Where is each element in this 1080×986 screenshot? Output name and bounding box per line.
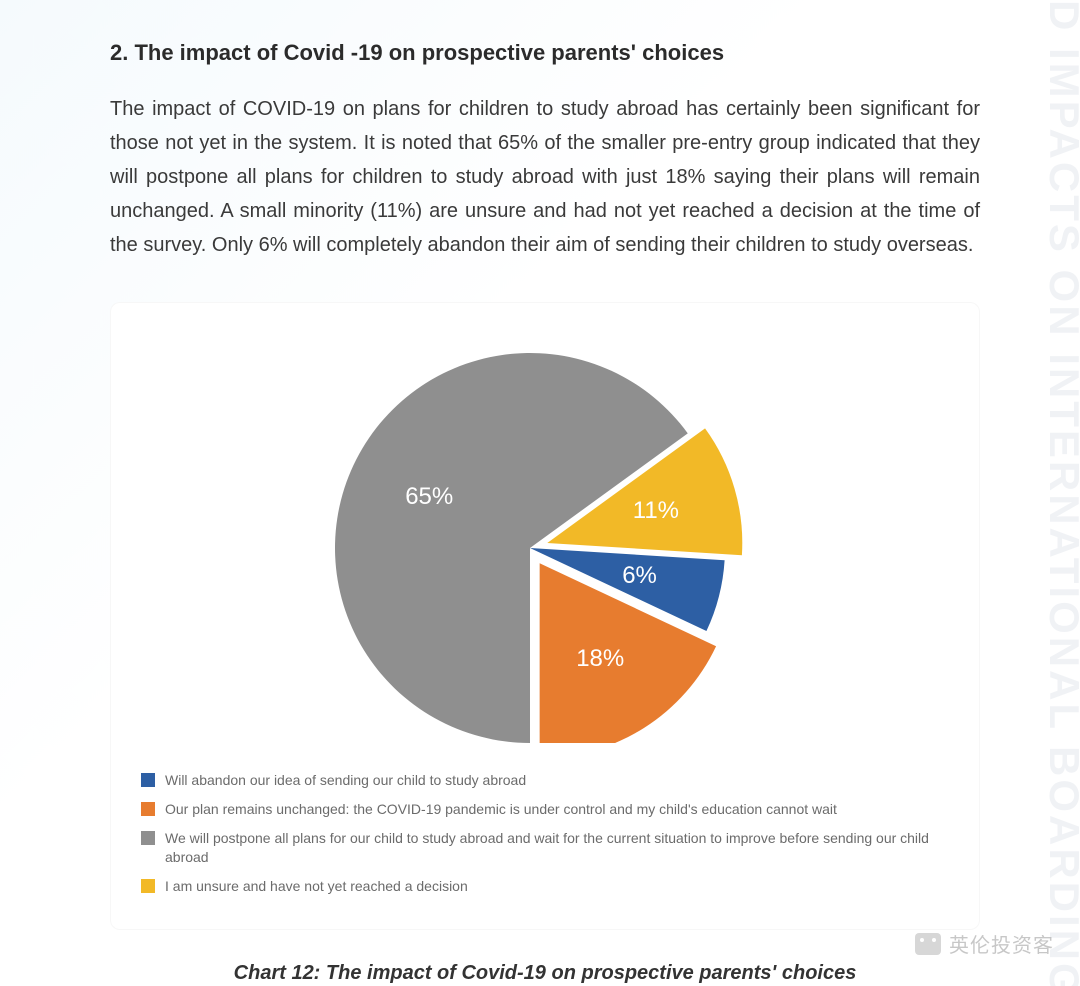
chart-card: 11% 6% 18% 65% Will abandon our idea of sen… (110, 302, 980, 930)
pie-slice-label: 11% (633, 497, 679, 525)
chart-caption: Chart 12: The impact of Covid-19 on pros… (110, 962, 980, 985)
watermark-text: 英伦投资客 (949, 929, 1054, 958)
page-content: 2. The impact of Covid -19 on prospectiv… (0, 0, 1080, 985)
wechat-icon (915, 933, 941, 955)
chart-legend: Will abandon our idea of sending our chi… (141, 771, 949, 895)
legend-label: Our plan remains unchanged: the COVID-19… (165, 800, 837, 819)
legend-swatch (141, 879, 155, 893)
legend-label: We will postpone all plans for our child… (165, 829, 949, 867)
legend-label: I am unsure and have not yet reached a d… (165, 877, 468, 896)
pie-slice-label: 65% (405, 483, 453, 511)
section-body: The impact of COVID-19 on plans for chil… (110, 92, 980, 262)
source-watermark: 英伦投资客 (915, 929, 1054, 958)
legend-item: I am unsure and have not yet reached a d… (141, 877, 949, 896)
legend-label: Will abandon our idea of sending our chi… (165, 771, 526, 790)
legend-swatch (141, 773, 155, 787)
side-vertical-watermark: D IMPACTS ON INTERNATIONAL BOARDING (1018, 0, 1080, 986)
legend-item: Will abandon our idea of sending our chi… (141, 771, 949, 790)
legend-swatch (141, 802, 155, 816)
pie-slice-label: 18% (576, 645, 624, 673)
legend-item: We will postpone all plans for our child… (141, 829, 949, 867)
pie-slice-label: 6% (622, 562, 657, 590)
pie-chart: 11% 6% 18% 65% (320, 333, 770, 743)
section-heading: 2. The impact of Covid -19 on prospectiv… (110, 40, 980, 66)
legend-item: Our plan remains unchanged: the COVID-19… (141, 800, 949, 819)
legend-swatch (141, 831, 155, 845)
